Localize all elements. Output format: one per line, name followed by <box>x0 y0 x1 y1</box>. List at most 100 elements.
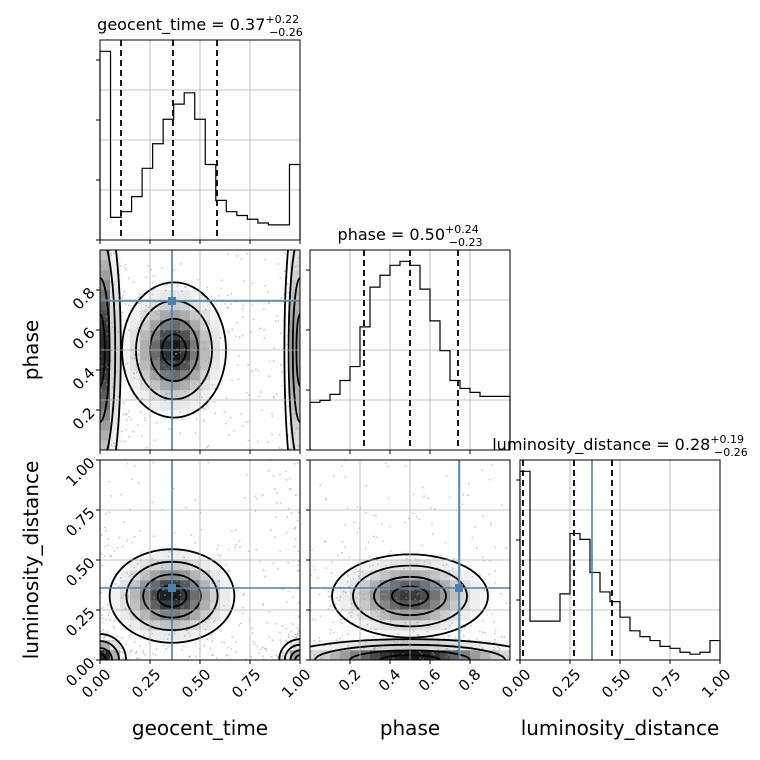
hist2d-geocent_time-vs-phase-density-cell <box>160 400 171 411</box>
hist2d-phase-vs-luminosity_distance-xtick-label: 0.2 <box>335 665 365 695</box>
hist2d-phase-vs-luminosity_distance-sample-point <box>407 578 410 581</box>
hist2d-geocent_time-vs-phase-sample-point <box>224 422 227 425</box>
hist2d-geocent_time-vs-phase-sample-point <box>105 271 108 274</box>
hist2d-geocent_time-vs-phase-density-cell <box>290 320 300 331</box>
hist2d-geocent_time-vs-phase-sample-point <box>288 423 291 425</box>
hist2d-phase-vs-luminosity_distance-density-cell <box>460 580 471 591</box>
hist2d-geocent_time-vs-luminosity_distance-sample-point <box>101 607 104 609</box>
hist2d-geocent_time-vs-phase-sample-point <box>179 351 182 354</box>
hist2d-geocent_time-vs-luminosity_distance-sample-point <box>296 636 298 639</box>
hist2d-geocent_time-vs-luminosity_distance-sample-point <box>123 593 125 596</box>
hist2d-phase-vs-luminosity_distance-sample-point <box>352 621 355 624</box>
hist2d-phase-vs-luminosity_distance-density-cell <box>460 610 471 621</box>
hist2d-phase-vs-luminosity_distance-sample-point <box>314 618 317 621</box>
hist2d-geocent_time-vs-luminosity_distance-sample-point <box>189 634 192 637</box>
hist2d-geocent_time-vs-phase-density-cell <box>290 260 300 271</box>
hist2d-geocent_time-vs-luminosity_distance-sample-point <box>180 648 183 651</box>
hist2d-geocent_time-vs-phase-sample-point <box>125 413 128 416</box>
hist2d-phase-vs-luminosity_distance-sample-point <box>489 656 492 659</box>
hist2d-geocent_time-vs-phase-sample-point <box>286 283 289 285</box>
hist2d-geocent_time-vs-luminosity_distance-sample-point <box>226 654 229 657</box>
hist2d-geocent_time-vs-phase-sample-point <box>165 373 168 375</box>
hist2d-geocent_time-vs-phase-sample-point <box>279 332 282 335</box>
hist2d-geocent_time-vs-phase-density-cell <box>140 360 151 371</box>
hist2d-phase-vs-luminosity_distance-sample-point <box>436 642 439 645</box>
hist2d-geocent_time-vs-luminosity_distance-sample-point <box>142 577 145 580</box>
hist2d-phase-vs-luminosity_distance-density-cell <box>360 570 371 581</box>
hist2d-phase-vs-luminosity_distance-density-cell <box>430 650 441 660</box>
hist2d-phase-vs-luminosity_distance-sample-point <box>391 653 394 655</box>
hist2d-geocent_time-vs-phase-sample-point <box>206 286 209 289</box>
hist2d-geocent_time-vs-luminosity_distance-sample-point <box>133 536 136 538</box>
hist2d-phase-vs-luminosity_distance-sample-point <box>385 564 387 567</box>
hist2d-phase-vs-luminosity_distance-sample-point <box>339 621 342 624</box>
hist2d-geocent_time-vs-luminosity_distance-sample-point <box>120 596 123 599</box>
hist2d-geocent_time-vs-phase-sample-point <box>173 369 176 372</box>
hist-luminosity_distance-xtick-label: 1.00 <box>698 665 734 701</box>
hist2d-geocent_time-vs-phase-sample-point <box>278 434 281 436</box>
hist2d-geocent_time-vs-phase-sample-point <box>111 386 114 388</box>
hist2d-geocent_time-vs-luminosity_distance-sample-point <box>131 573 133 576</box>
hist2d-phase-vs-luminosity_distance-sample-point <box>375 536 378 539</box>
hist2d-geocent_time-vs-luminosity_distance-density-cell <box>200 600 211 611</box>
hist2d-geocent_time-vs-phase-density-cell <box>110 430 121 441</box>
hist2d-phase-vs-luminosity_distance-sample-point <box>423 495 426 498</box>
hist2d-phase-vs-luminosity_distance-sample-point <box>474 525 477 528</box>
hist2d-phase-vs-luminosity_distance-density-cell <box>480 590 491 601</box>
hist2d-geocent_time-vs-phase-density-cell <box>290 330 300 341</box>
hist2d-geocent_time-vs-phase-sample-point <box>293 413 296 415</box>
hist2d-phase-vs-luminosity_distance-sample-point <box>445 656 448 658</box>
hist2d-geocent_time-vs-phase-sample-point <box>294 266 296 269</box>
hist2d-geocent_time-vs-phase-ytick-label: 0.2 <box>69 404 99 434</box>
hist2d-geocent_time-vs-phase-sample-point <box>127 410 130 413</box>
hist2d-geocent_time-vs-phase-sample-point <box>104 278 106 281</box>
hist2d-phase-vs-luminosity_distance-sample-point <box>494 546 497 549</box>
hist2d-phase-vs-luminosity_distance-sample-point <box>426 630 429 633</box>
hist2d-geocent_time-vs-luminosity_distance-density-cell <box>150 560 161 571</box>
hist2d-phase-vs-luminosity_distance-sample-point <box>431 556 434 559</box>
hist2d-phase-vs-luminosity_distance-sample-point <box>447 635 450 638</box>
hist2d-phase-vs-luminosity_distance-density-cell <box>390 570 401 581</box>
hist2d-phase-vs-luminosity_distance-density-cell <box>410 570 421 581</box>
hist2d-phase-vs-luminosity_distance-sample-point <box>356 614 359 617</box>
hist2d-geocent_time-vs-phase-ytick-label: 0.8 <box>69 284 99 314</box>
hist2d-geocent_time-vs-luminosity_distance-sample-point <box>234 546 237 549</box>
hist2d-phase-vs-luminosity_distance-sample-point <box>395 579 398 582</box>
hist2d-phase-vs-luminosity_distance-density-cell <box>500 650 510 660</box>
hist2d-geocent_time-vs-phase-sample-point <box>195 418 198 421</box>
hist2d-phase-vs-luminosity_distance-density-cell <box>370 610 381 621</box>
hist2d-geocent_time-vs-phase-sample-point <box>263 285 266 287</box>
hist2d-phase-vs-luminosity_distance-density-cell <box>340 610 351 621</box>
hist2d-geocent_time-vs-luminosity_distance-density-cell <box>220 610 231 621</box>
hist2d-geocent_time-vs-phase-sample-point <box>152 275 155 278</box>
hist2d-phase-vs-luminosity_distance-density-cell <box>440 620 451 631</box>
hist2d-geocent_time-vs-luminosity_distance-sample-point <box>294 647 296 649</box>
hist2d-geocent_time-vs-phase-sample-point <box>151 329 154 332</box>
hist2d-phase-vs-luminosity_distance-sample-point <box>331 655 333 658</box>
hist2d-geocent_time-vs-phase-sample-point <box>272 395 275 398</box>
hist2d-phase-vs-luminosity_distance-density-cell <box>450 590 461 601</box>
hist2d-phase-vs-luminosity_distance-density-cell <box>420 580 431 591</box>
hist2d-phase-vs-luminosity_distance-density-cell <box>390 580 401 591</box>
hist2d-geocent_time-vs-phase-density-cell <box>170 400 181 411</box>
hist2d-phase-vs-luminosity_distance-sample-point <box>468 482 470 485</box>
hist2d-geocent_time-vs-luminosity_distance-sample-point <box>137 580 139 583</box>
hist2d-phase-vs-luminosity_distance-xtick-label: 0.6 <box>415 665 445 695</box>
hist2d-geocent_time-vs-phase-sample-point <box>245 391 248 394</box>
hist2d-geocent_time-vs-phase-sample-point <box>247 363 250 366</box>
hist2d-geocent_time-vs-phase-sample-point <box>202 323 205 326</box>
hist2d-geocent_time-vs-phase-density-cell <box>200 350 211 361</box>
hist2d-geocent_time-vs-luminosity_distance <box>100 460 300 660</box>
hist2d-geocent_time-vs-phase-sample-point <box>220 279 223 282</box>
hist2d-phase-vs-luminosity_distance-sample-point <box>362 647 365 650</box>
hist2d-geocent_time-vs-luminosity_distance-density-cell <box>170 610 181 621</box>
hist2d-phase-vs-luminosity_distance-sample-point <box>348 556 351 559</box>
hist-phase-title-main: phase = 0.50 <box>338 225 445 244</box>
hist2d-geocent_time-vs-luminosity_distance-sample-point <box>103 651 106 654</box>
xlabel-geocent_time: geocent_time <box>132 716 268 740</box>
hist2d-geocent_time-vs-luminosity_distance-sample-point <box>279 639 282 642</box>
hist2d-geocent_time-vs-phase-sample-point <box>274 319 277 322</box>
hist2d-geocent_time-vs-phase-sample-point <box>290 368 292 371</box>
hist2d-geocent_time-vs-phase-sample-point <box>255 368 257 371</box>
hist2d-geocent_time-vs-luminosity_distance-sample-point <box>296 632 299 635</box>
